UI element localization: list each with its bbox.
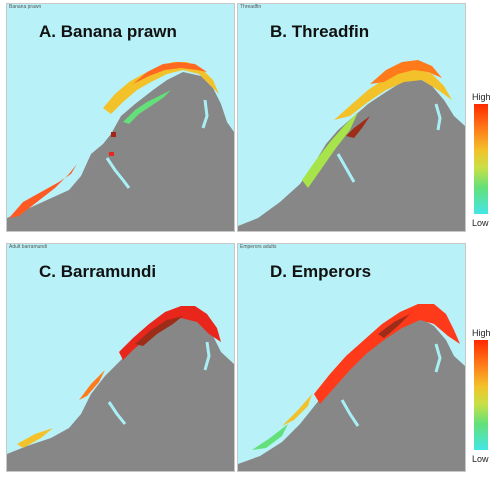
map-barramundi — [7, 306, 234, 471]
suitability-deep — [135, 316, 183, 346]
map-panel-threadfin: Threadfin B. Threadfin — [237, 3, 466, 232]
map-panel-banana-prawn: Banana prawn A. Banana prawn — [6, 3, 235, 232]
panel-caption: Emperors adults — [240, 244, 277, 250]
river — [340, 399, 360, 427]
land-area — [7, 72, 234, 231]
river — [434, 343, 442, 373]
river — [336, 153, 356, 183]
panel-title: B. Threadfin — [270, 22, 370, 41]
map-emperors — [238, 304, 465, 471]
hotspot — [111, 132, 116, 137]
suitability-high — [314, 304, 460, 404]
legend-low-label: Low — [472, 218, 489, 228]
map-banana-prawn — [7, 62, 234, 231]
suitability-deep — [378, 314, 410, 338]
legend-gradient — [474, 104, 488, 214]
panel-title: D. Emperors — [270, 262, 372, 281]
legend-high-label: High — [472, 328, 491, 338]
legend-low-label: Low — [472, 454, 489, 464]
suitability-high — [370, 60, 442, 84]
panel-caption: Threadfin — [240, 4, 262, 10]
river — [107, 401, 127, 425]
land-area — [238, 78, 465, 231]
suitability-mid — [79, 370, 105, 400]
suitability-high-band — [133, 62, 207, 84]
suitability-low — [17, 428, 53, 448]
suitability-low — [252, 424, 288, 450]
panel-title: A. Banana prawn — [39, 22, 177, 41]
suitability-high — [9, 164, 77, 218]
suitability-high — [119, 306, 221, 360]
river — [201, 99, 209, 129]
panel-title: C. Barramundi — [39, 262, 157, 281]
suitability-deep — [346, 116, 370, 138]
legend-gradient — [474, 340, 488, 450]
suitability-mid-low — [302, 112, 358, 188]
suitability-mid — [103, 62, 219, 114]
map-panel-barramundi: Adult barramundi C. Barramundi — [6, 243, 235, 472]
map-threadfin — [238, 60, 465, 231]
panel-caption: Banana prawn — [9, 4, 42, 10]
hotspot — [109, 152, 114, 156]
river — [434, 103, 442, 131]
panel-caption: Adult barramundi — [9, 244, 48, 250]
map-panel-emperors: Emperors adults D. Emperors — [237, 243, 466, 472]
legend-high-label: High — [472, 92, 491, 102]
land-area — [238, 318, 465, 471]
suitability-mid — [334, 68, 452, 120]
river — [203, 341, 211, 371]
suitability-low — [123, 90, 171, 124]
river — [105, 157, 131, 189]
land-area — [7, 314, 234, 471]
